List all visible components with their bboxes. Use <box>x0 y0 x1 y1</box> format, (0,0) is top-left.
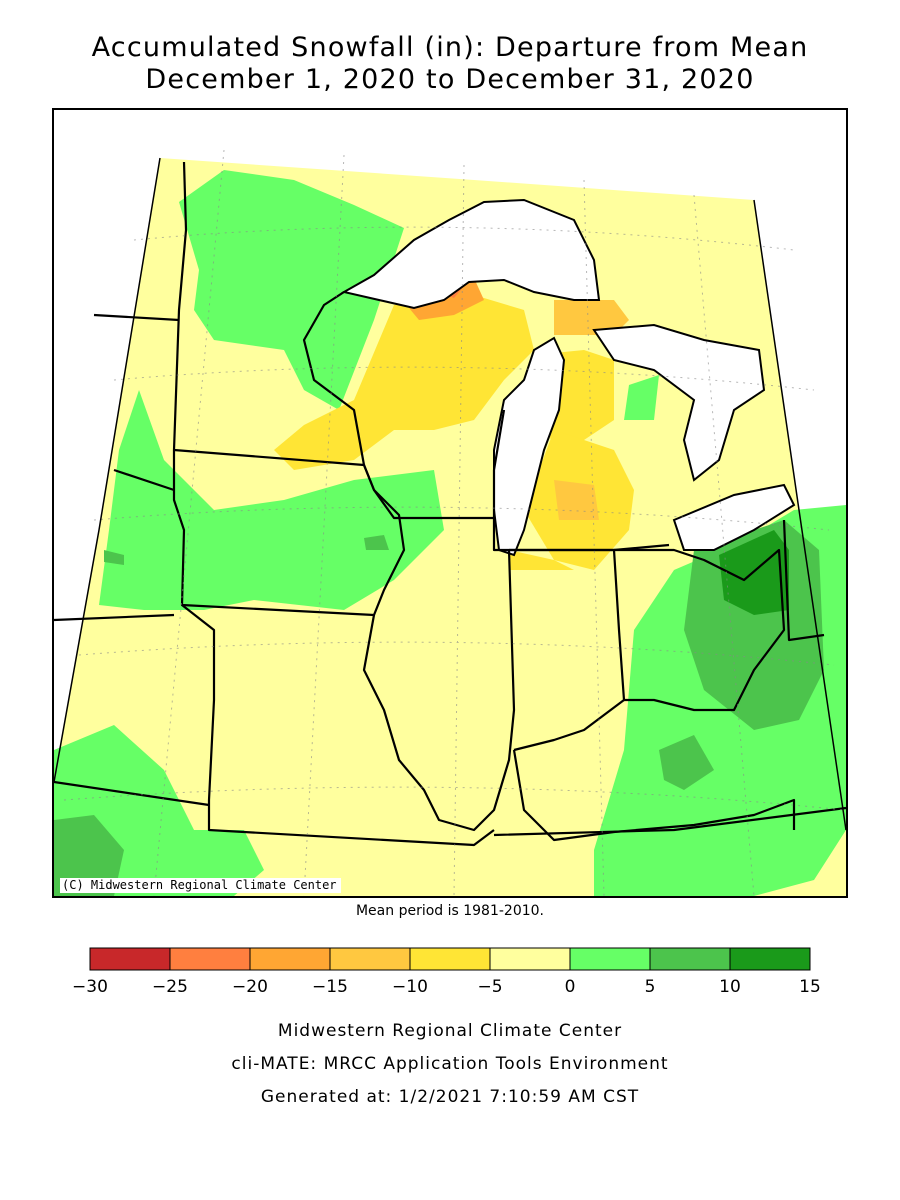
lake-huron <box>592 323 766 482</box>
legend-swatch <box>649 947 731 971</box>
kentucky-border <box>512 749 796 842</box>
ohio-border <box>614 548 786 712</box>
copyright-label: (C) Midwestern Regional Climate Center <box>60 878 341 893</box>
legend-swatch <box>329 947 411 971</box>
lake-michigan <box>493 336 566 557</box>
legend-swatches <box>89 947 811 971</box>
footer-application: cli-MATE: MRCC Application Tools Environ… <box>231 1054 669 1074</box>
map-date-range: December 1, 2020 to December 31, 2020 <box>145 64 755 95</box>
tennessee-border <box>493 806 846 837</box>
footer-generated-time: Generated at: 1/2/2021 7:10:59 AM CST <box>260 1087 640 1107</box>
kansas-border <box>54 780 210 807</box>
minnesota-border <box>172 161 366 467</box>
legend-tick-label: 10 <box>719 977 741 997</box>
dakota-border <box>93 313 180 322</box>
wisconsin-border <box>362 409 506 520</box>
legend-tick-label: −10 <box>392 977 428 997</box>
legend-tick-label: −30 <box>72 977 108 997</box>
legend-swatch <box>169 947 251 971</box>
state-boundaries <box>54 161 846 847</box>
legend-swatch <box>249 947 331 971</box>
map-domain-edge-east <box>753 199 846 831</box>
color-legend: −30 −25 −20 −15 −10 −5 0 5 10 15 <box>72 947 821 997</box>
map-domain-edge <box>54 157 161 783</box>
michigan-border <box>492 518 670 552</box>
legend-tick-label: 5 <box>645 977 656 997</box>
mean-period-note: Mean period is 1981-2010. <box>355 903 545 919</box>
legend-tick-label: 0 <box>565 977 576 997</box>
iowa-border <box>172 450 406 617</box>
legend-tick-label: −25 <box>152 977 188 997</box>
lake-superior <box>341 198 601 310</box>
legend-tick-label: −15 <box>312 977 348 997</box>
missouri-border <box>181 604 495 847</box>
legend-tick-label: −20 <box>232 977 268 997</box>
snowfall-departure-map: (C) Midwestern Regional Climate Center <box>52 108 848 898</box>
legend-swatch <box>729 947 811 971</box>
legend-swatch <box>489 947 571 971</box>
pa-border <box>782 519 825 642</box>
map-canvas <box>54 149 846 896</box>
legend-swatch <box>569 947 651 971</box>
legend-tick-label: 15 <box>799 977 821 997</box>
map-title: Accumulated Snowfall (in): Departure fro… <box>91 32 809 63</box>
great-lakes <box>341 198 796 557</box>
legend-tick-labels: −30 −25 −20 −15 −10 −5 0 5 10 15 <box>72 977 821 997</box>
lat-lon-grid <box>63 149 845 896</box>
footer-organization: Midwestern Regional Climate Center <box>277 1021 623 1041</box>
legend-tick-label: −5 <box>477 977 502 997</box>
legend-swatch <box>89 947 171 971</box>
lake-erie <box>672 483 796 551</box>
legend-swatch <box>409 947 491 971</box>
illinois-border <box>362 549 516 832</box>
sd-ne-border <box>113 468 175 492</box>
nebraska-kansas-border <box>54 613 175 622</box>
